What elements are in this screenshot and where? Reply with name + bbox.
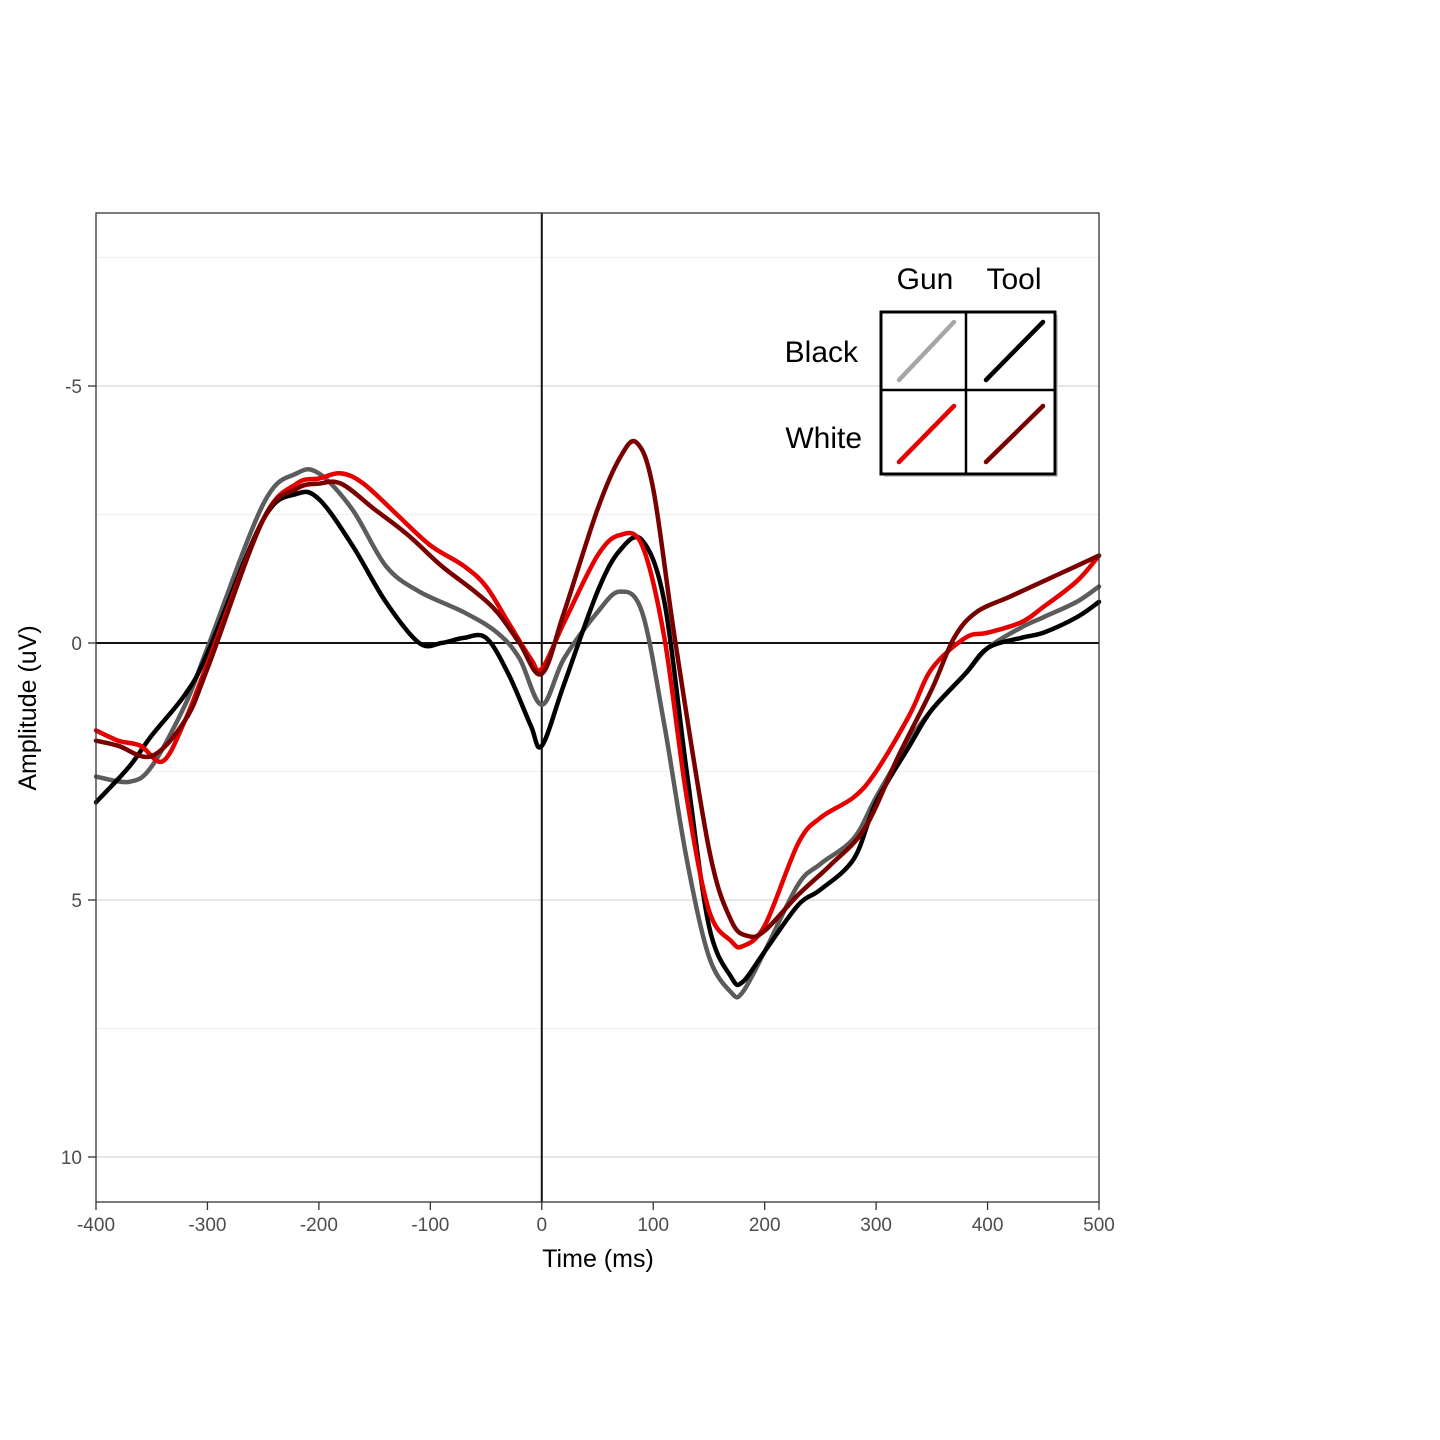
x-tick-label: -300 xyxy=(188,1215,226,1236)
y-tick-label: 10 xyxy=(61,1148,82,1169)
legend: Gun Tool Black White xyxy=(785,263,1058,477)
y-axis-title: Amplitude (uV) xyxy=(14,625,42,790)
series-line-white-tool xyxy=(93,438,1102,940)
x-tick-label: -200 xyxy=(300,1215,338,1236)
x-tick-label: 100 xyxy=(637,1215,669,1236)
legend-swatch-white-gun xyxy=(896,403,957,465)
series-line-black-tool xyxy=(93,489,1102,988)
legend-row-white: White xyxy=(785,422,862,455)
legend-column-gun: Gun xyxy=(897,263,954,296)
x-axis-title: Time (ms) xyxy=(542,1245,654,1273)
legend-swatch-black-gun xyxy=(896,319,957,383)
x-tick-label: 200 xyxy=(749,1215,781,1236)
plot-panel-border xyxy=(95,212,1100,1203)
x-tick-label: -100 xyxy=(411,1215,449,1236)
legend-swatch-black-tool xyxy=(983,319,1046,383)
y-tick-label: 5 xyxy=(71,891,82,912)
x-tick-label: 300 xyxy=(860,1215,892,1236)
y-tick-label: 0 xyxy=(71,634,82,655)
legend-row-black: Black xyxy=(785,336,859,369)
x-tick-label: 400 xyxy=(972,1215,1004,1236)
reference-lines xyxy=(96,213,1099,1202)
y-axis-ticks: -5 0 5 10 xyxy=(61,377,96,1169)
x-axis-ticks: -400 -300 -200 -100 0 100 200 300 400 500 xyxy=(77,1202,1115,1236)
series-line-black-gun xyxy=(93,466,1102,1000)
legend-column-tool: Tool xyxy=(986,263,1041,296)
y-tick-label: -5 xyxy=(65,377,82,398)
legend-swatch-white-tool xyxy=(983,403,1046,465)
x-tick-label: 0 xyxy=(536,1215,547,1236)
x-tick-label: -400 xyxy=(77,1215,115,1236)
x-tick-label: 500 xyxy=(1083,1215,1115,1236)
series-lines xyxy=(93,438,1102,1000)
